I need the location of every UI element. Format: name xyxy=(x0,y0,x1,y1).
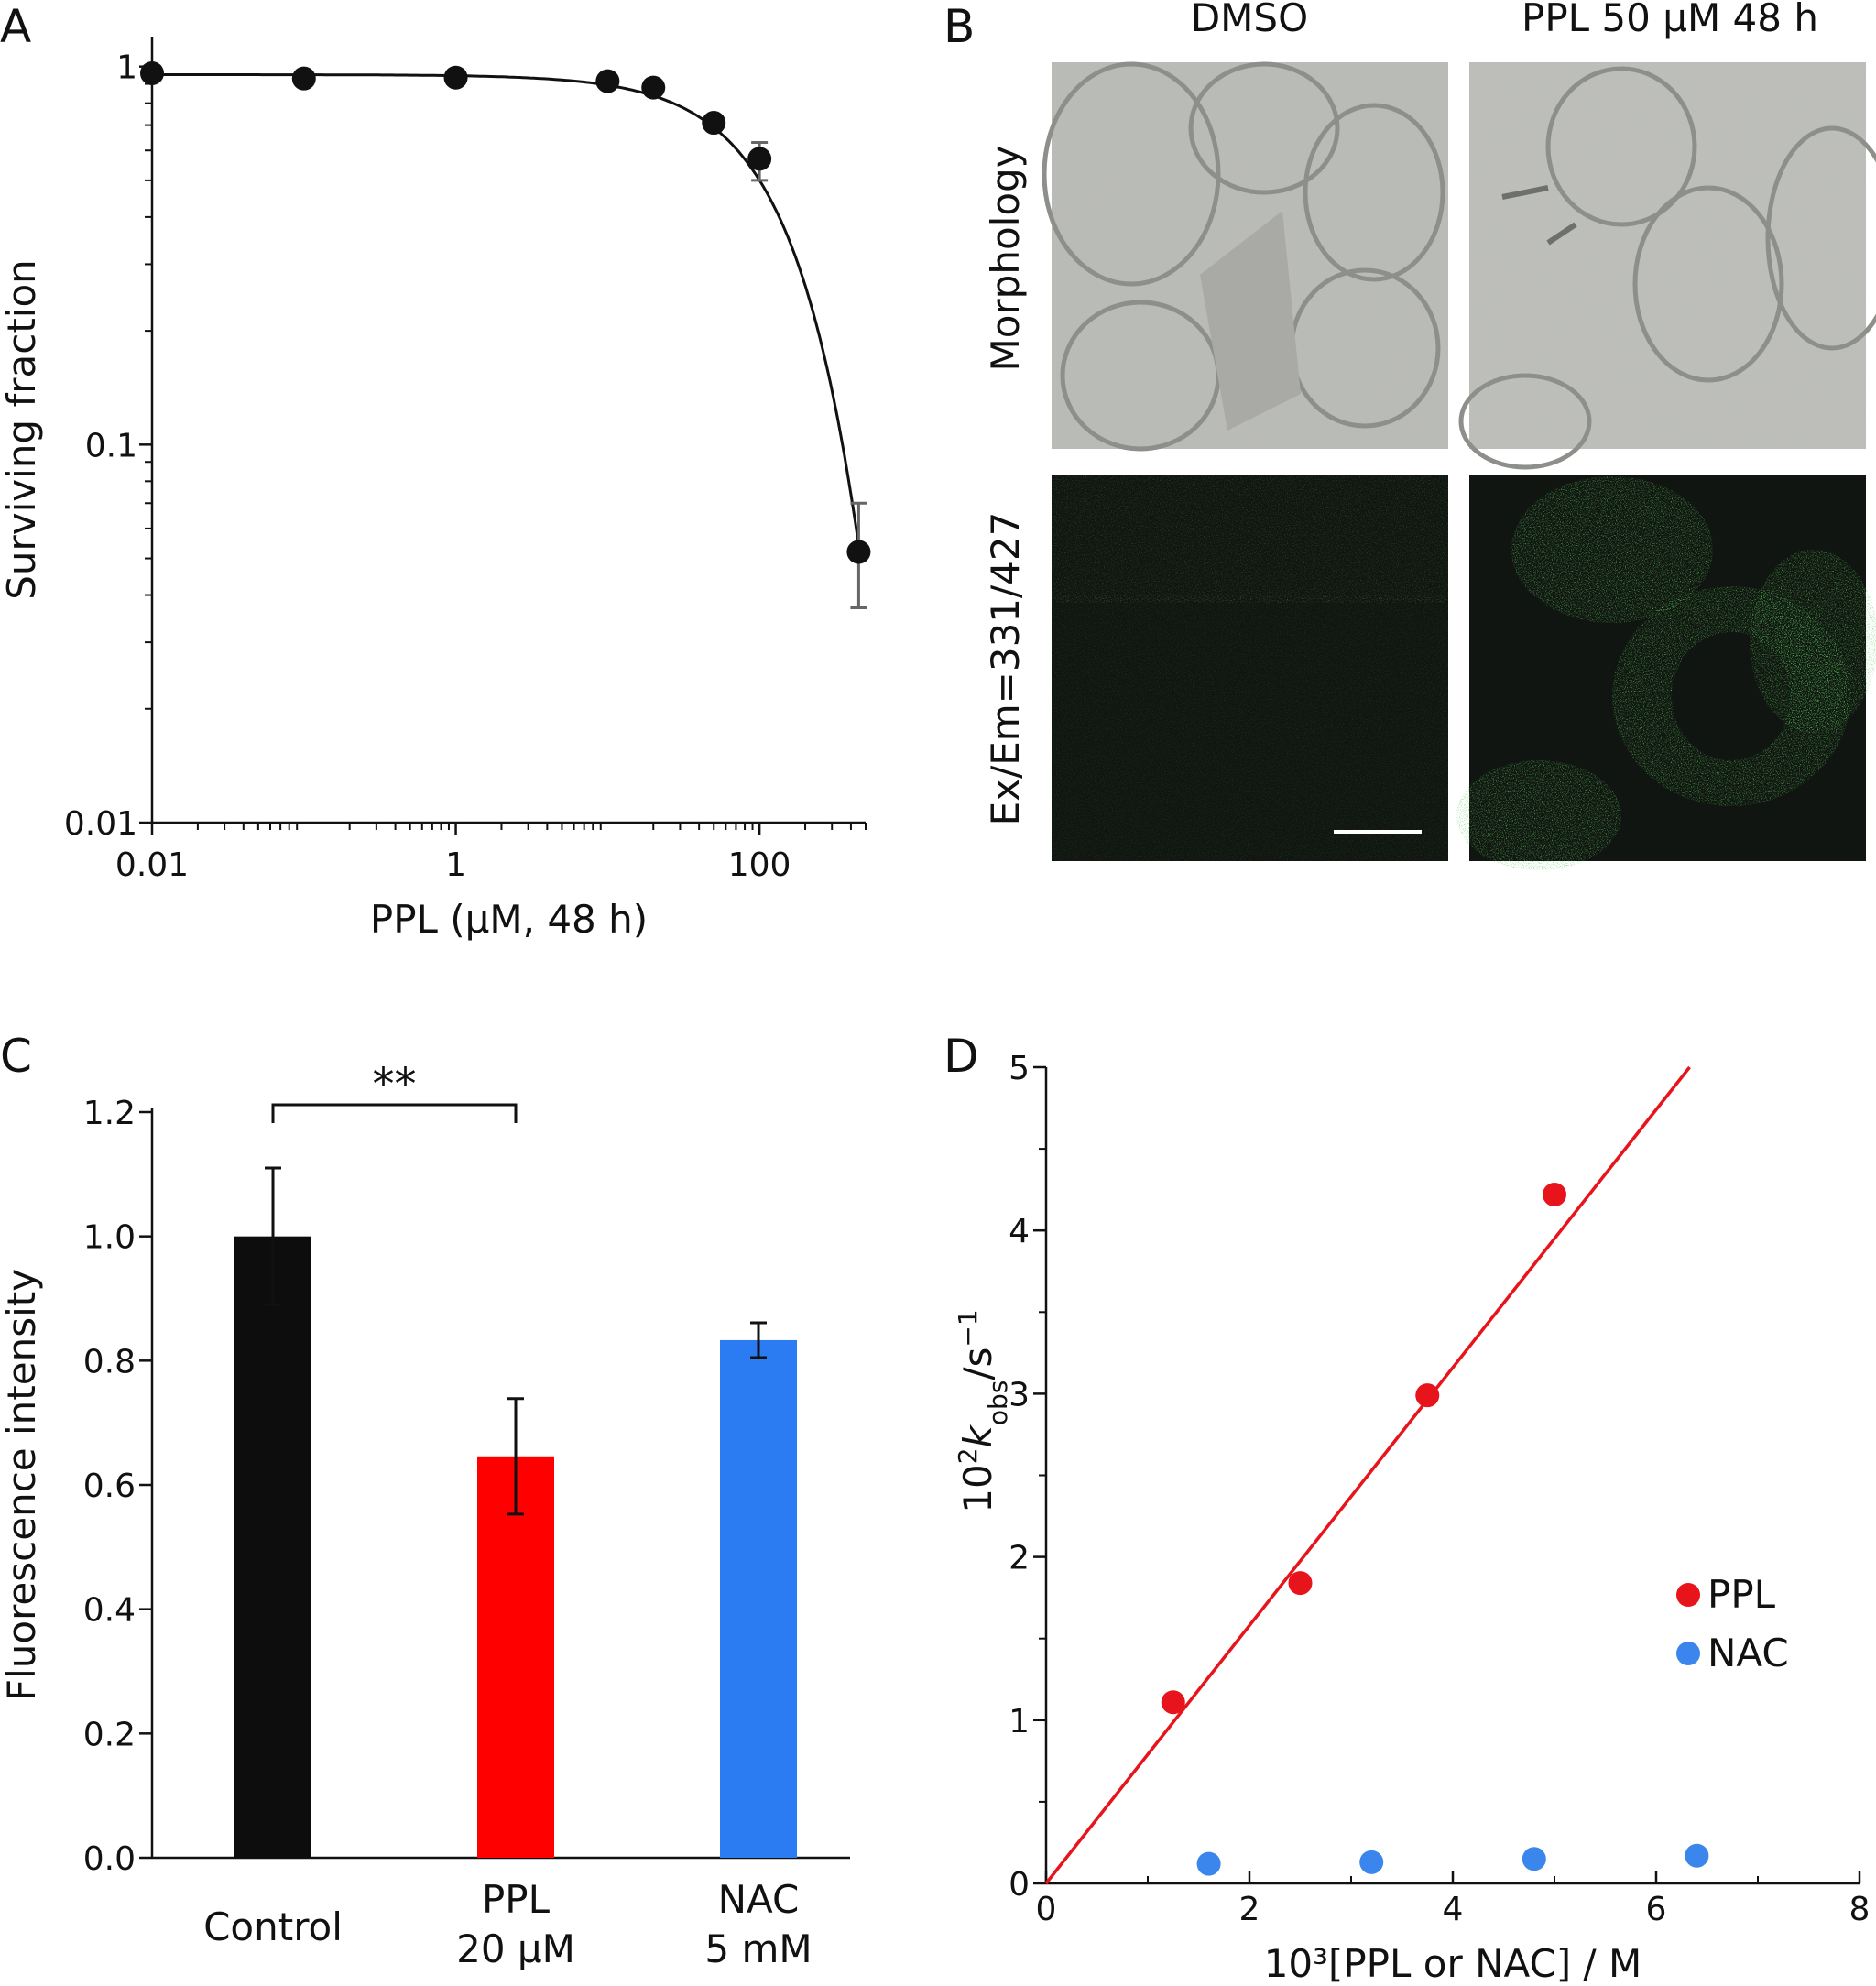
panel-d-data-point-nac xyxy=(1522,1847,1546,1871)
panel-a-x-tick-label: 0.01 xyxy=(115,846,189,884)
panel-d-x-tick-label: 6 xyxy=(1646,1891,1667,1928)
panel-c-y-label: Fluorescence intensity xyxy=(0,1269,44,1701)
panel-a-y-tick-label: 0.1 xyxy=(85,427,137,464)
panel-c-category-label: Control xyxy=(203,1904,343,1949)
panel-d-y-label-part: 10 xyxy=(955,1464,1000,1512)
image-fluorescence-dmso xyxy=(1052,475,1448,861)
panel-label-c: C xyxy=(0,1030,32,1083)
panel-a-data-point xyxy=(702,111,726,136)
panel-a-data-point xyxy=(595,69,620,93)
panel-d-x-label: 10³[PPL or NAC] / M xyxy=(1264,1941,1642,1986)
panel-c-significance: ** xyxy=(271,1059,518,1123)
image-fluorescence-ppl xyxy=(1456,475,1876,870)
panel-d-legend: PPL NAC xyxy=(1676,1572,1789,1675)
panel-a-data-point xyxy=(641,75,666,100)
panel-a-y-tick-label: 1 xyxy=(116,49,137,87)
image-morphology-dmso xyxy=(1042,61,1448,452)
panel-d-x-tick-label: 8 xyxy=(1849,1891,1871,1928)
panel-a-x-tick-label: 1 xyxy=(445,846,466,884)
panel-d-ticks: 0 1 2 3 4 5 0 2 4 6 8 xyxy=(1009,1050,1870,1928)
panel-d-chart: 0 1 2 3 4 5 0 2 4 6 8 PPL NAC 10³[PPL or NAC] / M 1… xyxy=(953,1050,1871,1986)
panel-d-y-tick-label: 5 xyxy=(1009,1050,1030,1087)
panel-d-data-point-ppl xyxy=(1543,1182,1566,1206)
panel-b-col-dmso: DMSO xyxy=(1191,0,1308,40)
panel-label-b: B xyxy=(943,0,975,53)
panel-c-y-tick-label: 0.8 xyxy=(83,1343,136,1380)
panel-a-data-point xyxy=(140,60,164,85)
panel-c-bar xyxy=(477,1456,554,1858)
panel-d-y-tick-label: 2 xyxy=(1009,1540,1030,1577)
panel-d-y-label: 102kobs/s−1 xyxy=(953,1309,1013,1512)
panel-d-data-point-ppl xyxy=(1161,1690,1185,1715)
panel-a-chart: 0.01 0.1 1 0.01 1 100 PPL (μM, 48 h) Survivin… xyxy=(0,37,871,942)
panel-c-significance-label: ** xyxy=(373,1059,417,1110)
panel-d-y-tick-label: 4 xyxy=(1009,1213,1030,1250)
panel-d-x-tick-label: 0 xyxy=(1036,1891,1057,1928)
panel-c-category-label: PPL xyxy=(482,1877,551,1922)
panel-d-data-point-nac xyxy=(1685,1843,1709,1868)
panel-d-y-label-part: k xyxy=(955,1424,1000,1447)
panel-d-legend-marker xyxy=(1676,1642,1700,1665)
panel-c-y-tick-label: 0.0 xyxy=(83,1840,136,1878)
panel-c-y-tick-label: 0.4 xyxy=(83,1592,136,1630)
panel-a-fit-curve-line xyxy=(152,73,860,546)
panel-b-row-morphology: Morphology xyxy=(983,145,1028,371)
panel-d-data-point-ppl xyxy=(1415,1383,1440,1408)
panel-d-data-point-nac xyxy=(1359,1850,1384,1874)
panel-d-legend-label: PPL xyxy=(1707,1572,1776,1617)
panel-a-x-label: PPL (μM, 48 h) xyxy=(370,897,648,942)
panel-d-x-tick-label: 2 xyxy=(1239,1891,1260,1928)
panel-c-category-label: 5 mM xyxy=(704,1926,812,1971)
panel-d-y-tick-label: 1 xyxy=(1009,1703,1030,1740)
panel-c-category-label: 20 μM xyxy=(456,1926,575,1971)
panel-d-data-point-ppl xyxy=(1288,1571,1313,1596)
panel-a-data-point xyxy=(291,66,316,91)
panel-d-data-point-nac xyxy=(1196,1851,1221,1876)
panel-a-y-tick-label: 0.01 xyxy=(64,805,137,843)
panel-d-legend-marker xyxy=(1676,1583,1700,1607)
panel-d-y-tick-label: 0 xyxy=(1009,1866,1030,1904)
panel-c-significance-bracket xyxy=(271,1103,518,1123)
panel-c-bar xyxy=(234,1236,311,1858)
panel-d-y-label-part: −1 xyxy=(953,1309,983,1347)
panel-c-y-tick-label: 0.2 xyxy=(83,1716,136,1753)
panel-c-category-label: NAC xyxy=(718,1877,800,1922)
panel-label-a: A xyxy=(0,0,31,53)
panel-d-fit-line xyxy=(1044,1065,1691,1885)
panel-d-x-tick-label: 4 xyxy=(1443,1891,1464,1928)
panel-a-data-point xyxy=(846,540,871,564)
panel-c-bar xyxy=(720,1339,797,1858)
panel-d-y-label-part: 2 xyxy=(953,1447,983,1464)
panel-c-y-tick-label: 1.2 xyxy=(83,1095,136,1132)
panel-a-x-tick-label: 100 xyxy=(728,846,791,884)
panel-a-y-label: Surviving fraction xyxy=(0,259,44,600)
image-morphology-ppl xyxy=(1458,62,1876,470)
panel-label-d: D xyxy=(943,1030,979,1083)
panel-d-fit-line-ppl xyxy=(1044,1065,1691,1885)
panel-b-col-ppl: PPL 50 μM 48 h xyxy=(1522,0,1818,40)
panel-a-ticks: 0.01 0.1 1 0.01 1 100 xyxy=(64,37,867,884)
panel-d-legend-label: NAC xyxy=(1707,1631,1789,1675)
panel-d-y-label-part: obs xyxy=(983,1380,1013,1426)
panel-a-fit-curve xyxy=(152,73,860,546)
panel-a-data-point xyxy=(443,65,468,90)
panel-d-points xyxy=(1161,1182,1709,1876)
panel-c-ticks: 0.0 0.2 0.4 0.6 0.8 1.0 1.2 xyxy=(83,1095,850,1878)
panel-a-points xyxy=(140,60,871,610)
panel-a-data-point xyxy=(747,147,772,171)
panel-b-row-fluorescence: Ex/Em=331/427 xyxy=(983,512,1028,826)
panel-d-y-label-part: /s xyxy=(955,1348,1000,1380)
panel-d-y-tick-label: 3 xyxy=(1009,1376,1030,1413)
panel-c-y-tick-label: 0.6 xyxy=(83,1468,136,1505)
panel-b-microscopy: DMSO PPL 50 μM 48 h Morphology Ex/Em=331… xyxy=(983,0,1876,870)
panel-c-y-tick-label: 1.0 xyxy=(83,1219,136,1257)
